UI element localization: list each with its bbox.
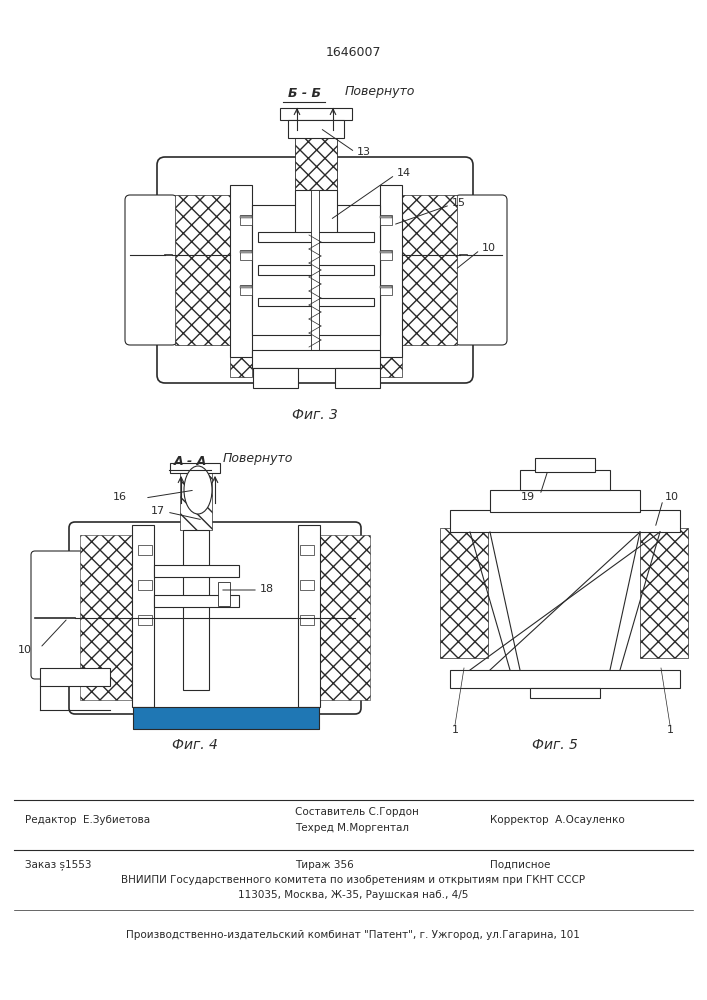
Bar bbox=[380, 185, 402, 357]
Bar bbox=[295, 190, 337, 235]
Bar bbox=[380, 251, 392, 253]
Text: 14: 14 bbox=[397, 168, 411, 178]
Bar bbox=[154, 565, 239, 577]
Text: Техред М.Моргентал: Техред М.Моргентал bbox=[295, 823, 409, 833]
Bar bbox=[450, 670, 680, 688]
Bar bbox=[440, 528, 488, 658]
Bar bbox=[640, 528, 688, 658]
Text: А - А: А - А bbox=[173, 455, 206, 468]
Bar bbox=[132, 525, 154, 707]
Bar bbox=[240, 286, 252, 288]
Text: Фиг. 4: Фиг. 4 bbox=[172, 738, 218, 752]
Bar bbox=[230, 357, 252, 377]
Ellipse shape bbox=[184, 466, 212, 514]
Bar bbox=[240, 250, 252, 260]
Text: Корректор  А.Осауленко: Корректор А.Осауленко bbox=[490, 815, 625, 825]
Bar bbox=[380, 215, 392, 225]
Bar bbox=[133, 707, 319, 729]
Text: Редактор  Е.Зубиетова: Редактор Е.Зубиетова bbox=[25, 815, 150, 825]
Text: 16: 16 bbox=[113, 492, 127, 502]
Text: 1646007: 1646007 bbox=[325, 45, 381, 58]
Bar bbox=[295, 110, 337, 190]
Bar bbox=[298, 525, 320, 707]
Text: 1: 1 bbox=[452, 725, 459, 735]
Bar bbox=[154, 595, 239, 607]
Bar bbox=[535, 458, 595, 472]
Bar bbox=[133, 707, 319, 729]
Text: 17: 17 bbox=[151, 506, 165, 516]
Bar bbox=[300, 580, 314, 590]
Bar bbox=[138, 615, 152, 625]
Bar bbox=[138, 580, 152, 590]
Text: Фиг. 3: Фиг. 3 bbox=[292, 408, 338, 422]
Bar bbox=[311, 190, 319, 365]
FancyBboxPatch shape bbox=[455, 195, 507, 345]
Bar bbox=[530, 688, 600, 698]
Text: 19: 19 bbox=[521, 492, 535, 502]
Bar bbox=[258, 298, 374, 306]
Text: 10: 10 bbox=[665, 492, 679, 502]
Bar bbox=[180, 470, 212, 530]
Text: Тираж 356: Тираж 356 bbox=[295, 860, 354, 870]
Bar bbox=[380, 285, 392, 295]
Bar bbox=[240, 215, 252, 225]
Bar bbox=[520, 470, 610, 490]
Bar bbox=[258, 232, 374, 242]
Bar bbox=[288, 120, 344, 138]
Text: Составитель С.Гордон: Составитель С.Гордон bbox=[295, 807, 419, 817]
Bar bbox=[252, 350, 380, 368]
Bar bbox=[380, 216, 392, 218]
Text: Повернуто: Повернуто bbox=[345, 85, 416, 98]
Bar bbox=[450, 510, 680, 532]
FancyBboxPatch shape bbox=[31, 551, 84, 679]
Bar bbox=[175, 195, 230, 345]
Text: 13: 13 bbox=[357, 147, 371, 157]
Text: 15: 15 bbox=[452, 198, 466, 208]
Bar bbox=[402, 195, 457, 345]
Text: 10: 10 bbox=[482, 243, 496, 253]
Text: Фиг. 5: Фиг. 5 bbox=[532, 738, 578, 752]
Text: Повернуто: Повернуто bbox=[223, 452, 293, 465]
Bar bbox=[183, 530, 209, 690]
Bar bbox=[80, 535, 132, 700]
Bar bbox=[380, 357, 402, 377]
Bar bbox=[240, 285, 252, 295]
Bar bbox=[300, 545, 314, 555]
Text: ВНИИПИ Государственного комитета по изобретениям и открытиям при ГКНТ СССР: ВНИИПИ Государственного комитета по изоб… bbox=[121, 875, 585, 885]
Bar bbox=[258, 265, 374, 275]
Bar bbox=[230, 185, 252, 357]
FancyBboxPatch shape bbox=[157, 157, 473, 383]
Bar bbox=[253, 368, 298, 388]
Text: Производственно-издательский комбинат "Патент", г. Ужгород, ул.Гагарина, 101: Производственно-издательский комбинат "П… bbox=[126, 930, 580, 940]
Bar bbox=[300, 615, 314, 625]
Text: Подписное: Подписное bbox=[490, 860, 550, 870]
Text: 10: 10 bbox=[18, 645, 32, 655]
Text: 18: 18 bbox=[260, 584, 274, 594]
Bar bbox=[335, 368, 380, 388]
Bar bbox=[240, 216, 252, 218]
Bar bbox=[252, 350, 380, 368]
Bar bbox=[218, 582, 230, 606]
Bar bbox=[280, 108, 352, 120]
Bar bbox=[252, 205, 380, 335]
Text: 1: 1 bbox=[667, 725, 674, 735]
FancyBboxPatch shape bbox=[125, 195, 177, 345]
Bar bbox=[380, 250, 392, 260]
Bar bbox=[240, 251, 252, 253]
Text: Б - Б: Б - Б bbox=[288, 87, 322, 100]
Bar bbox=[170, 463, 220, 473]
Bar bbox=[40, 668, 110, 686]
Bar bbox=[380, 286, 392, 288]
Bar bbox=[320, 535, 370, 700]
Bar bbox=[138, 545, 152, 555]
FancyBboxPatch shape bbox=[69, 522, 361, 714]
Text: 113035, Москва, Ж-35, Раушская наб., 4/5: 113035, Москва, Ж-35, Раушская наб., 4/5 bbox=[238, 890, 468, 900]
Bar bbox=[490, 490, 640, 512]
Text: Заказ ș1553: Заказ ș1553 bbox=[25, 860, 91, 870]
